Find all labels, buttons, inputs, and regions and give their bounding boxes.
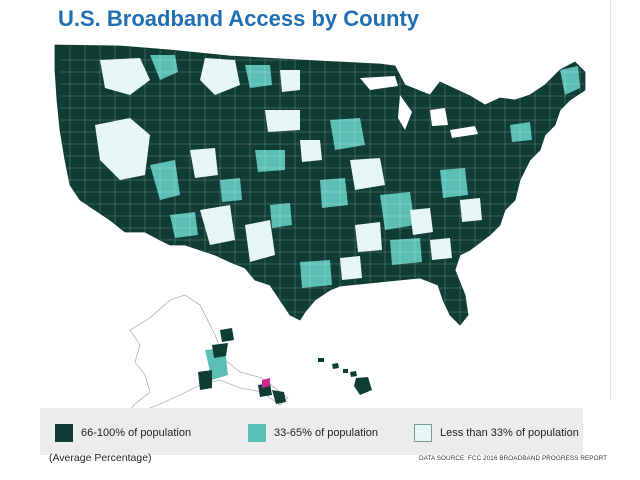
us-county-map [54, 44, 586, 410]
lake-michigan [398, 95, 412, 130]
alaska [80, 294, 289, 410]
lake-superior [360, 76, 398, 90]
legend-label-high: 66-100% of population [81, 427, 192, 439]
frame-divider [610, 0, 611, 400]
legend-label-low: Less than 33% of population [440, 427, 579, 439]
legend: 66-100% of population 33-65% of populati… [40, 408, 583, 455]
legend-item-mid: 33-65% of population [248, 424, 378, 442]
legend-swatch-low [414, 424, 432, 442]
legend-item-low: Less than 33% of population [414, 424, 579, 442]
lake-huron [430, 108, 448, 126]
map-title: U.S. Broadband Access by County [58, 6, 420, 31]
hawaii [318, 358, 372, 395]
data-source: DATA SOURCE: FCC 2016 BROADBAND PROGRESS… [419, 455, 608, 462]
legend-swatch-mid [248, 424, 266, 442]
legend-item-high: 66-100% of population [55, 424, 191, 442]
legend-swatch-high [55, 424, 73, 442]
average-note: (Average Percentage) [49, 452, 152, 464]
legend-label-mid: 33-65% of population [274, 427, 378, 439]
